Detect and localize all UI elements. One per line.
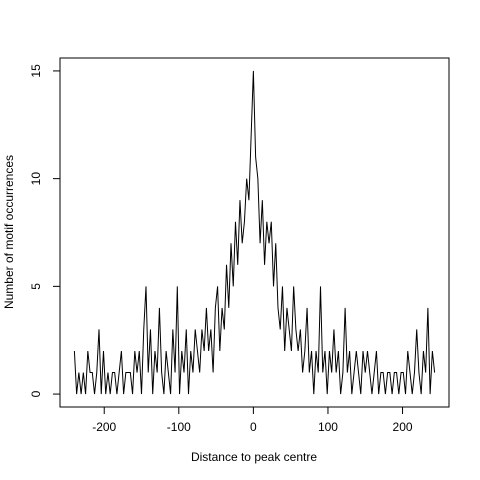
x-tick-label: -100 — [167, 420, 191, 434]
y-tick-label: 10 — [29, 172, 43, 186]
y-tick-label: 15 — [29, 64, 43, 78]
x-tick-label: 100 — [318, 420, 338, 434]
x-tick-label: 0 — [250, 420, 257, 434]
x-tick-label: -200 — [92, 420, 116, 434]
y-axis-label: Number of motif occurrences — [2, 155, 16, 309]
x-tick-label: 200 — [393, 420, 413, 434]
y-tick-label: 0 — [29, 390, 43, 397]
y-tick-label: 5 — [29, 283, 43, 290]
x-axis-label: Distance to peak centre — [191, 450, 317, 464]
series-line — [73, 70, 436, 395]
